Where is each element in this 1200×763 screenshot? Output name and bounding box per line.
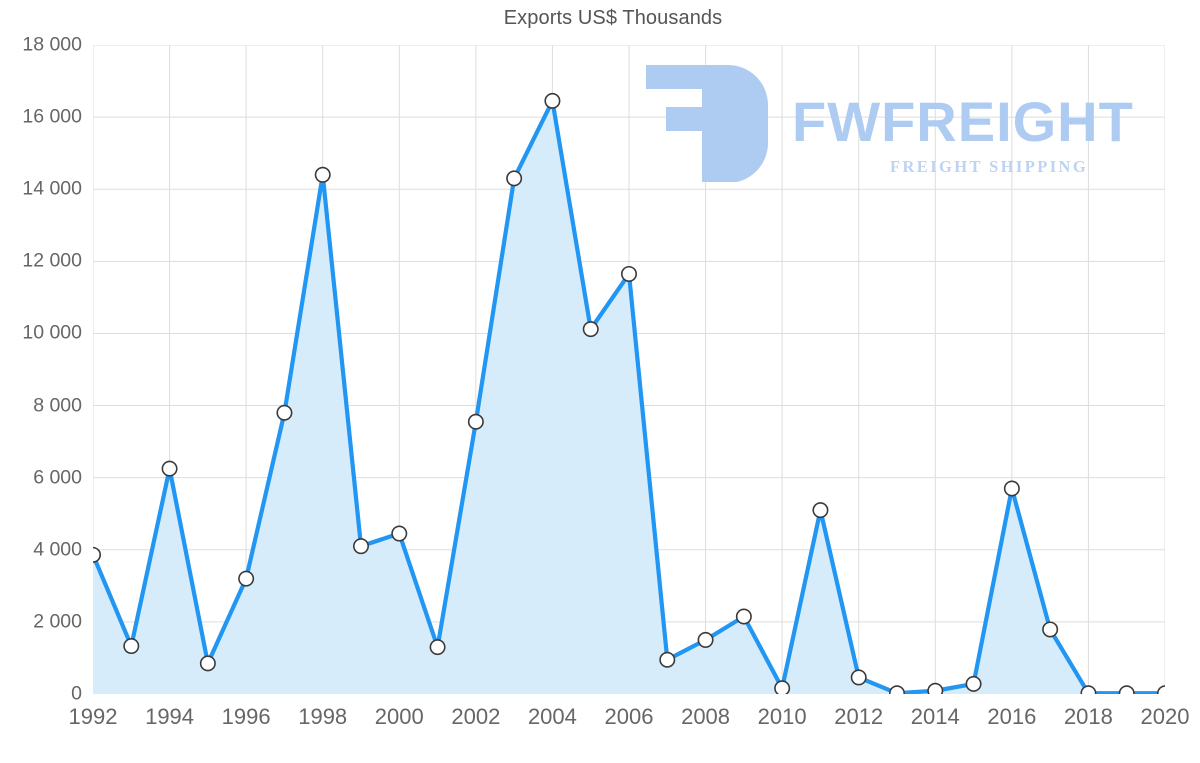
data-point-marker [697,631,714,648]
x-axis-tick-label: 2014 [910,704,960,729]
data-point-marker [93,546,101,563]
data-point-marker [123,638,140,655]
data-point-marker [506,170,523,187]
data-point-marker [1003,480,1020,497]
x-axis-tick-label: 2016 [987,704,1037,729]
data-point-marker [276,404,293,421]
x-axis-tick-label: 2000 [374,704,424,729]
data-point-marker [467,413,484,430]
y-axis-tick-label: 16 000 [22,105,82,128]
data-point-marker [352,538,369,555]
data-point-marker [161,460,178,477]
data-point-marker [812,502,829,519]
data-point-marker [429,639,446,656]
plot-svg [93,45,1165,694]
area-fill [93,100,1165,694]
x-axis-tick-label: 2006 [604,704,654,729]
data-point-markers [93,92,1165,694]
data-point-marker [620,265,637,282]
x-axis-tick-label: 2008 [681,704,731,729]
x-axis-tick-label: 1994 [145,704,195,729]
data-point-marker [774,680,791,694]
data-point-marker [199,655,216,672]
data-point-marker [238,570,255,587]
x-axis-tick-label: 1992 [68,704,118,729]
chart-title: Exports US$ Thousands [503,7,723,29]
y-axis-tick-label: 0 [71,682,82,705]
x-axis-tick-label: 2018 [1063,704,1113,729]
data-point-marker [889,685,905,694]
data-point-marker [850,669,867,686]
y-axis-tick-label: 8 000 [33,394,82,417]
data-point-marker [965,675,982,692]
x-axis-tick-label: 1996 [221,704,271,729]
data-point-marker [314,166,331,183]
data-point-marker [582,321,599,338]
y-axis-tick-label: 4 000 [33,538,82,561]
data-point-marker [544,92,561,109]
x-axis-tick-label: 1998 [298,704,348,729]
y-axis-tick-label: 12 000 [22,249,82,272]
x-axis-tick-label: 2012 [834,704,884,729]
y-axis-tick-label: 18 000 [22,33,82,56]
data-point-marker [735,608,752,625]
data-point-marker [391,525,408,542]
y-axis-tick-label: 6 000 [33,466,82,489]
data-point-marker [1042,621,1059,638]
y-axis-tick-label: 10 000 [22,321,82,344]
x-axis-tick-label: 2010 [757,704,807,729]
y-axis: 18 000 16 000 14 000 12 000 10 000 8 000 6 000… [0,0,93,763]
x-axis-tick-label: 2002 [451,704,501,729]
data-point-marker [1080,685,1097,694]
data-point-marker [1118,685,1135,694]
data-point-marker [1157,685,1165,694]
data-point-marker [659,651,676,668]
y-axis-tick-label: 14 000 [22,177,82,200]
x-axis-tick-label: 2004 [527,704,577,729]
plot-area [93,45,1165,694]
x-axis-tick-label: 2020 [1140,704,1190,729]
data-point-marker [927,682,944,694]
y-axis-tick-label: 2 000 [33,610,82,633]
